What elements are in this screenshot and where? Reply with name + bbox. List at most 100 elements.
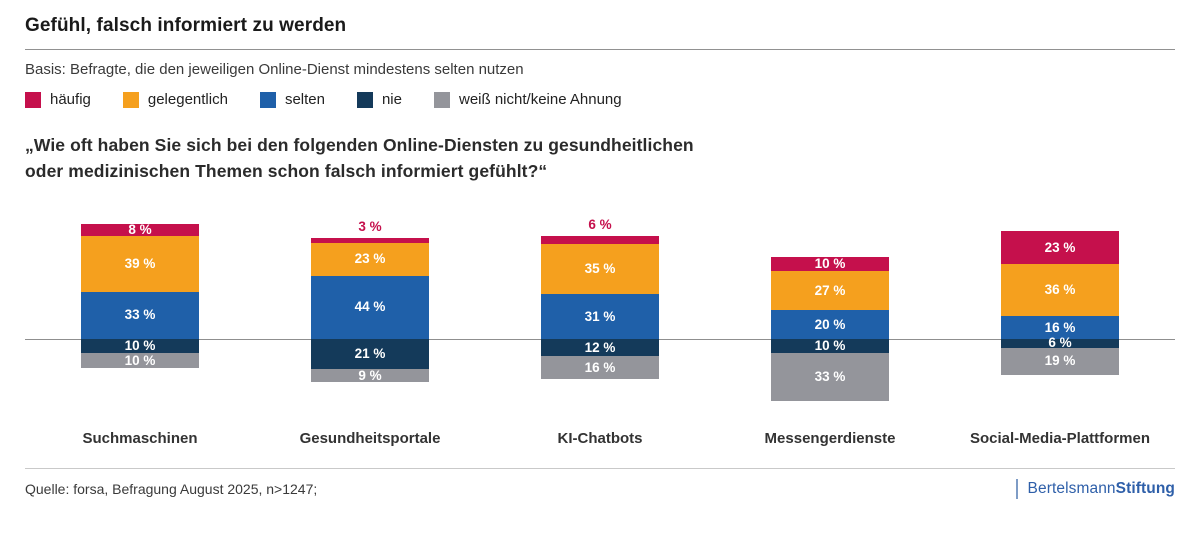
legend-item-selten: selten: [259, 91, 325, 108]
page-title: Gefühl, falsch informiert zu werden: [25, 15, 347, 36]
bar-segment-haeufig: 10 %: [771, 256, 889, 272]
value-label: 20 %: [814, 316, 846, 332]
bar-stack-above: 8 % 39 % 33 %: [81, 221, 199, 339]
value-label: 10 %: [814, 338, 846, 354]
legend-label: weiß nicht/keine Ahnung: [459, 91, 622, 108]
bar-segment-nie: 10 %: [771, 338, 889, 354]
bar-segment-weiss-nicht-keine-ahnung: 10 %: [81, 352, 199, 368]
bar-column-ki-chatbots: 6 % 35 % 31 % 12 % 16 %: [485, 216, 715, 406]
value-label: 23 %: [354, 251, 386, 267]
value-label: 33 %: [124, 307, 156, 323]
legend-item-weiss-nicht-keine-ahnung: weiß nicht/keine Ahnung: [434, 91, 622, 108]
bar-stack-above: 3 % 23 % 44 %: [311, 219, 429, 339]
value-label-outside: 3 %: [358, 219, 382, 235]
value-label: 8 %: [128, 221, 152, 237]
value-label: 39 %: [124, 255, 156, 271]
legend-label: nie: [381, 91, 402, 108]
logo-bar-icon: [1015, 479, 1018, 499]
value-label: 36 %: [1044, 282, 1076, 298]
bar-segment-selten: 16 %: [1001, 316, 1119, 339]
bar-stack-above: 10 % 27 % 20 %: [771, 257, 889, 339]
value-label: 10 %: [814, 256, 846, 272]
question-text: „Wie oft haben Sie sich bei den folgende…: [25, 132, 1175, 184]
value-label: 10 %: [124, 352, 156, 368]
bar-segment-nie: 21 %: [311, 339, 429, 370]
chart: 8 % 39 % 33 % 10 % 10 % 3 % 23 % 44 % 21 % 9 % 6 %…: [25, 216, 1175, 406]
bar-segment-haeufig: [541, 235, 659, 245]
legend-swatch-gelegentlich: [122, 91, 139, 108]
category-label-gesundheitsportale: Gesundheitsportale: [299, 430, 441, 447]
bar-segment-nie: 10 %: [81, 338, 199, 354]
bar-stack-below: 10 % 33 %: [771, 339, 889, 401]
question-line-1: „Wie oft haben Sie sich bei den folgende…: [25, 135, 694, 155]
bar-stack-above: 23 % 36 % 16 %: [1001, 231, 1119, 339]
bar-segment-haeufig: 23 %: [1001, 231, 1119, 265]
bar-stack-below: 12 % 16 %: [541, 339, 659, 380]
bar-stack-below: 10 % 10 %: [81, 339, 199, 368]
legend-swatch-selten: [259, 91, 276, 108]
logo-text-bold: Stiftung: [1115, 480, 1175, 497]
legend: häufig gelegentlich selten nie weiß nicht/ke…: [25, 91, 1175, 108]
logo-text: BertelsmannStiftung: [1028, 480, 1175, 498]
value-label: 44 %: [354, 299, 386, 315]
legend-swatch-haeufig: [25, 91, 41, 108]
basis-text: Basis: Befragte, die den jeweiligen Onli…: [25, 61, 524, 78]
value-label: 16 %: [1044, 319, 1076, 335]
bar-column-messengerdienste: 10 % 27 % 20 % 10 % 33 %: [715, 216, 945, 406]
bar-segment-haeufig: 8 %: [81, 221, 199, 237]
category-labels: Suchmaschinen Gesundheitsportale KI-Chatbo…: [25, 430, 1175, 447]
source-text: Quelle: forsa, Befragung August 2025, n>…: [25, 481, 318, 497]
bar-stack-above: 6 % 35 % 31 %: [541, 217, 659, 339]
bar-segment-gelegentlich: 39 %: [81, 235, 199, 292]
legend-swatch-weiss-nicht-keine-ahnung: [434, 91, 450, 108]
bar-segment-nie: 6 %: [1001, 335, 1119, 351]
legend-swatch-nie: [356, 91, 373, 108]
value-label: 23 %: [1044, 239, 1076, 255]
bar-column-suchmaschinen: 8 % 39 % 33 % 10 % 10 %: [25, 216, 255, 406]
legend-label: häufig: [50, 91, 91, 108]
bar-segment-haeufig: [311, 238, 429, 243]
bar-segment-gelegentlich: 23 %: [311, 242, 429, 276]
value-label-outside: 6 %: [588, 216, 612, 232]
bar-segment-selten: 33 %: [81, 291, 199, 339]
value-label: 9 %: [358, 367, 382, 383]
bar-segment-selten: 20 %: [771, 310, 889, 339]
logo-text-regular: Bertelsmann: [1027, 480, 1116, 497]
category-label-ki-chatbots: KI-Chatbots: [557, 430, 643, 447]
title-divider: [25, 49, 1175, 50]
category-label-social-media-plattformen: Social-Media-Plattformen: [969, 430, 1151, 447]
value-label: 16 %: [584, 359, 616, 375]
category-label-suchmaschinen: Suchmaschinen: [82, 430, 198, 447]
category-label-messengerdienste: Messengerdienste: [764, 430, 896, 447]
legend-item-haeufig: häufig: [25, 91, 91, 108]
bar-stack-below: 21 % 9 %: [311, 339, 429, 383]
value-label: 21 %: [354, 346, 386, 362]
value-label: 12 %: [584, 339, 616, 355]
bar-segment-weiss-nicht-keine-ahnung: 19 %: [1001, 347, 1119, 375]
bar-segment-weiss-nicht-keine-ahnung: 9 %: [311, 367, 429, 383]
value-label: 19 %: [1044, 353, 1076, 369]
bar-segment-gelegentlich: 36 %: [1001, 264, 1119, 316]
bar-segment-selten: 44 %: [311, 275, 429, 339]
bar-segment-weiss-nicht-keine-ahnung: 16 %: [541, 356, 659, 380]
question-line-2: oder medizinischen Themen schon falsch i…: [25, 161, 548, 181]
bar-column-gesundheitsportale: 3 % 23 % 44 % 21 % 9 %: [255, 216, 485, 406]
value-label: 10 %: [124, 338, 156, 354]
bar-segment-weiss-nicht-keine-ahnung: 33 %: [771, 353, 889, 401]
value-label: 6 %: [1048, 335, 1072, 351]
footer: Quelle: forsa, Befragung August 2025, n>…: [25, 468, 1175, 499]
legend-item-gelegentlich: gelegentlich: [122, 91, 228, 108]
bar-segment-gelegentlich: 35 %: [541, 244, 659, 295]
bertelsmann-stiftung-logo: BertelsmannStiftung: [1015, 479, 1175, 499]
bar-segment-nie: 12 %: [541, 339, 659, 357]
bar-column-social-media-plattformen: 23 % 36 % 16 % 6 % 19 %: [945, 216, 1175, 406]
legend-label: gelegentlich: [147, 91, 228, 108]
value-label: 33 %: [814, 369, 846, 385]
bar-segment-selten: 31 %: [541, 294, 659, 339]
bar-segment-gelegentlich: 27 %: [771, 271, 889, 311]
value-label: 35 %: [584, 261, 616, 277]
value-label: 31 %: [584, 308, 616, 324]
bar-stack-below: 6 % 19 %: [1001, 335, 1119, 375]
legend-label: selten: [284, 91, 325, 108]
